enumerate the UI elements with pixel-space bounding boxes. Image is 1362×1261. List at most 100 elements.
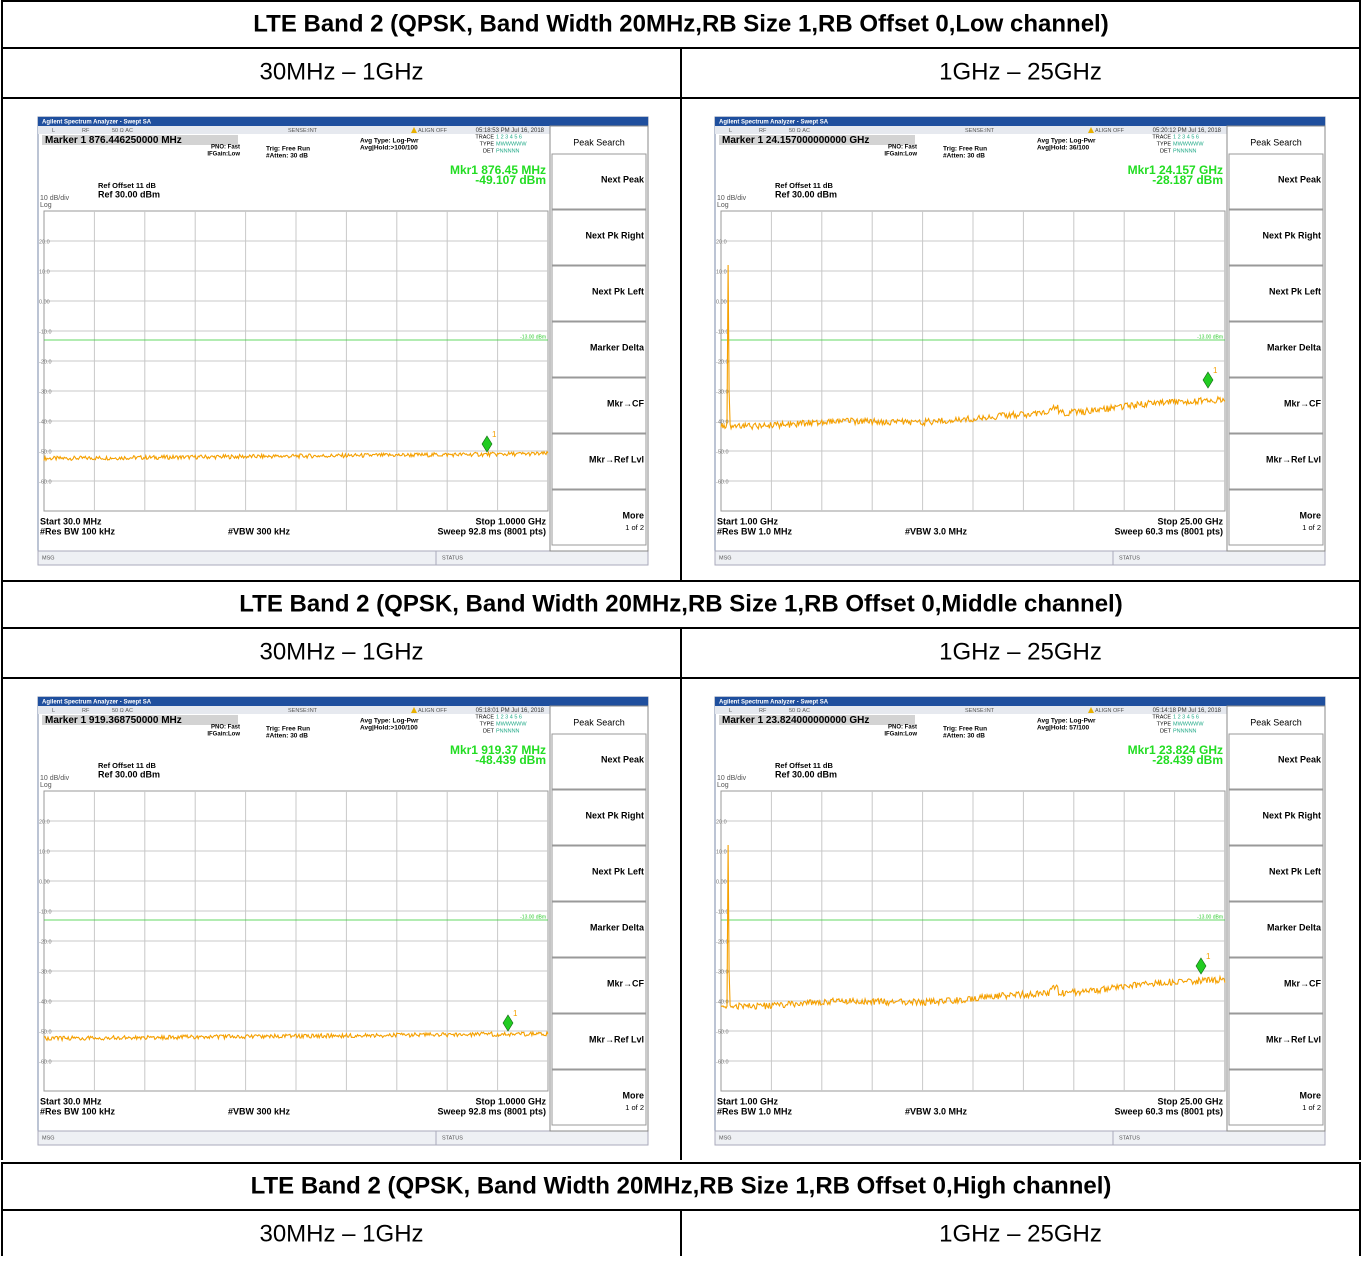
rbw: #Res BW 100 kHz (40, 526, 116, 536)
softkey (551, 1069, 647, 1126)
softkey-label: Marker Delta (1267, 922, 1322, 932)
softkey-label: Mkr→Ref Lvl (589, 1034, 644, 1044)
status-item: 50 Ω AC (112, 708, 133, 714)
msg-label: MSG (719, 1135, 732, 1141)
title-bar (38, 117, 648, 126)
vbw: #VBW 3.0 MHz (905, 526, 968, 536)
y-tick-label: -60.0 (39, 1059, 52, 1065)
softkey-label: Next Peak (1278, 174, 1322, 184)
softkey-label: Next Pk Left (592, 866, 644, 876)
softkey (1228, 901, 1324, 958)
avg-hold: Avg|Hold:>100/100 (360, 145, 418, 152)
marker-readout: Marker 1 919.368750000 MHz (45, 715, 182, 726)
ref-level: Ref 30.00 dBm (98, 189, 160, 199)
status-item: ALIGN OFF (1095, 708, 1125, 714)
align-warning-icon (411, 127, 417, 133)
softkey (551, 321, 647, 378)
softkey (551, 1013, 647, 1070)
y-tick-label: -30.0 (716, 969, 729, 975)
atten: #Atten: 30 dB (266, 153, 308, 160)
det-vals: PNNNNN (1173, 148, 1197, 154)
sweep: Sweep 60.3 ms (8001 pts) (1114, 526, 1223, 536)
marker-box (42, 715, 238, 725)
scale: 10 dB/div (717, 195, 747, 202)
type-label: TYPE (480, 141, 495, 147)
softkey (1228, 1013, 1324, 1070)
y-tick-label: -20.0 (716, 939, 729, 945)
softkey (551, 433, 647, 490)
y-tick-label: 10.0 (39, 269, 50, 275)
softkey-label: More (1299, 1090, 1321, 1100)
marker-readout: Marker 1 24.157000000000 GHz (722, 135, 869, 146)
app-title: Agilent Spectrum Analyzer - Swept SA (719, 120, 829, 126)
trace-label: TRACE (475, 714, 494, 720)
ref-offset: Ref Offset 11 dB (98, 181, 157, 190)
type-vals: MWWWWW (1173, 141, 1204, 147)
app-title: Agilent Spectrum Analyzer - Swept SA (42, 120, 152, 126)
status-item: L (729, 128, 732, 134)
avg-type: Avg Type: Log-Pwr (1037, 138, 1096, 145)
status-item: SENSE:INT (965, 128, 995, 134)
softkey-page: 1 of 2 (625, 1103, 644, 1112)
status-item: SENSE:INT (965, 708, 995, 714)
msg-label: MSG (719, 555, 732, 561)
timestamp: 05:18:01 PM Jul 16, 2018 (476, 708, 545, 714)
y-tick-label: -40.0 (716, 999, 729, 1005)
avg-type: Avg Type: Log-Pwr (360, 138, 419, 145)
status-label: STATUS (1119, 555, 1140, 561)
y-tick-label: 10.0 (716, 269, 727, 275)
start-freq: Start 1.00 GHz (717, 1096, 779, 1106)
det-label: DET (483, 148, 495, 154)
softkey (551, 789, 647, 846)
softkey (551, 957, 647, 1014)
y-tick-label: -60.0 (39, 479, 52, 485)
trig: Trig: Free Run (266, 146, 310, 153)
title-bar (38, 697, 648, 706)
mkr-freq: Mkr1 876.45 MHz (450, 163, 546, 177)
y-tick-label: 0.00 (39, 879, 50, 885)
det-label: DET (1160, 148, 1172, 154)
softkey-label: Mkr→Ref Lvl (589, 454, 644, 464)
ifgain: IFGain:Low (884, 152, 917, 158)
softkey-page: 1 of 2 (625, 523, 644, 532)
start-freq: Start 30.0 MHz (40, 516, 102, 526)
y-tick-label: -60.0 (716, 479, 729, 485)
y-tick-label: -50.0 (39, 449, 52, 455)
analyzer-screenshot: Agilent Spectrum Analyzer - Swept SA L RF 5… (37, 116, 649, 566)
status-row (715, 126, 1227, 134)
softkey-label: Next Pk Right (1262, 230, 1321, 240)
app-title: Agilent Spectrum Analyzer - Swept SA (42, 700, 152, 706)
ifgain: IFGain:Low (207, 732, 240, 738)
trace (720, 264, 1226, 431)
mkr-level: -48.439 dBm (475, 753, 546, 767)
app-title: Agilent Spectrum Analyzer - Swept SA (719, 700, 829, 706)
message-bar (37, 550, 649, 566)
analyzer-screenshot: Agilent Spectrum Analyzer - Swept SA L RF 5… (37, 696, 649, 1146)
ref-level: Ref 30.00 dBm (775, 769, 837, 779)
softkey-label: Next Peak (1278, 754, 1322, 764)
marker-readout: Marker 1 23.824000000000 GHz (722, 715, 869, 726)
status-item: L (729, 708, 732, 714)
range-label: 30MHz – 1GHz (259, 638, 423, 665)
type-vals: MWWWWW (1173, 721, 1204, 727)
ref-offset: Ref Offset 11 dB (775, 181, 834, 190)
section-title: LTE Band 2 (QPSK, Band Width 20MHz,RB Si… (251, 1172, 1112, 1199)
pno: PNO: Fast (211, 145, 240, 151)
status-item: ALIGN OFF (1095, 128, 1125, 134)
stop-freq: Stop 1.0000 GHz (475, 1096, 546, 1106)
align-warning-icon (1088, 127, 1094, 133)
mkr-level: -49.107 dBm (475, 173, 546, 187)
softkey-label: Next Pk Right (585, 810, 644, 820)
analyzer-screenshot: Agilent Spectrum Analyzer - Swept SA L RF 5… (714, 116, 1326, 566)
y-tick-label: -20.0 (716, 359, 729, 365)
align-warning-icon (411, 707, 417, 713)
status-item: RF (759, 708, 767, 714)
y-tick-label: 10.0 (716, 849, 727, 855)
softkey (551, 733, 647, 790)
softkey-header: Peak Search (1250, 137, 1302, 147)
softkey-label: Mkr→CF (1284, 978, 1322, 988)
det-label: DET (483, 728, 495, 734)
softkey-label: Mkr→Ref Lvl (1266, 454, 1321, 464)
vbw: #VBW 300 kHz (228, 1106, 291, 1116)
softkey (1228, 789, 1324, 846)
